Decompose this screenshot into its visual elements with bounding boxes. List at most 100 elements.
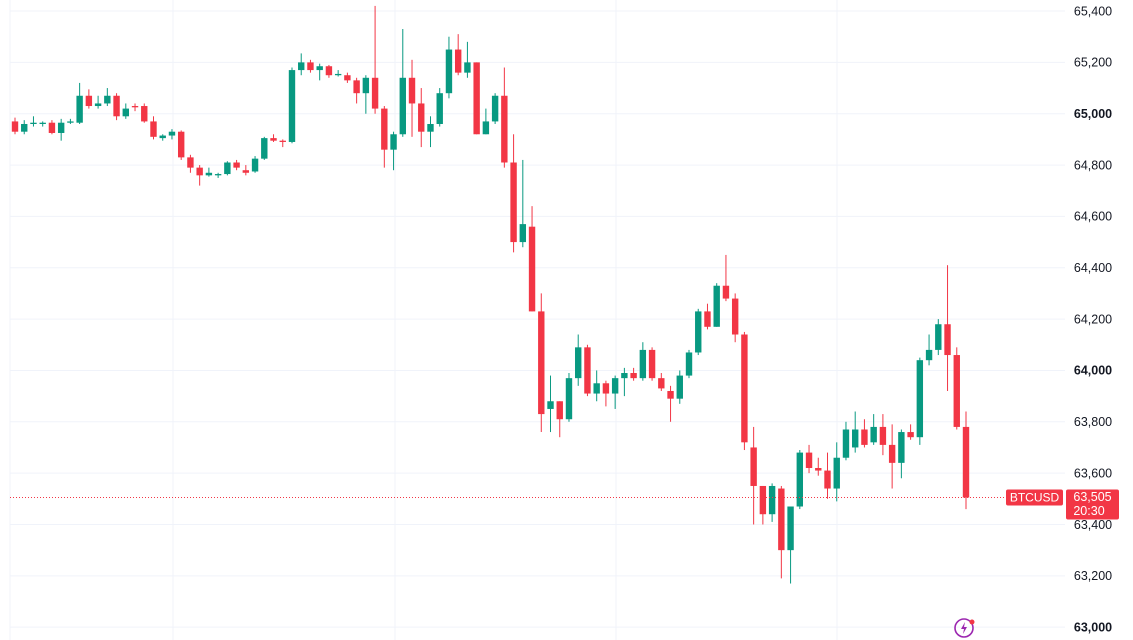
candle-body [48,122,56,133]
y-tick-label: 63,800 [1074,415,1112,429]
candle-body [233,162,240,168]
candle-body [510,162,517,243]
candle-body [768,485,776,515]
candle-body [658,378,665,389]
candle-body [621,373,628,379]
icon-ring [954,618,974,638]
candles [10,5,1005,584]
candle-body [695,311,702,353]
candle-body [436,93,443,124]
candle-body [898,432,905,463]
last-price-label: 63,505 [1073,490,1111,504]
y-tick-label: 64,400 [1074,261,1112,275]
candle-body [824,470,831,489]
candle-body [491,95,499,122]
candle-body [953,355,960,427]
countdown-label: 20:30 [1073,504,1104,518]
candle-body [279,140,286,142]
candle-body [390,134,397,150]
candle-body [842,429,850,458]
candle-body [298,62,305,71]
candle-body [94,103,102,107]
candle-body [177,131,185,158]
candle-body [307,62,314,71]
candle-body [316,66,323,71]
y-tick-label: 63,400 [1074,518,1112,532]
candle-body [685,352,693,376]
candle-body [104,95,111,104]
candle-body [611,378,619,394]
candle-body [667,390,674,399]
candle-body [759,485,767,515]
y-tick-label: 63,200 [1074,569,1112,583]
labels: 63,000 63,200 63,400 63,600 63,800 64,000 64,2… [1006,4,1119,634]
candle-body [925,349,933,361]
icon-dot [969,619,975,625]
candle-body [648,349,656,379]
candle-body [565,378,573,420]
candle-body [538,311,545,415]
assistant-icon[interactable] [954,618,975,638]
candle-body [353,80,360,94]
y-tick-label: 64,600 [1074,210,1112,224]
candle-body [593,383,600,394]
y-tick-label: 65,200 [1074,56,1112,70]
candle-body [778,488,785,551]
candle-body [852,429,859,448]
candle-body [575,347,582,379]
candle-body [676,375,683,399]
candle-body [381,108,388,150]
candle-body [344,75,351,81]
y-tick-label: 64,000 [1074,364,1112,378]
candle-body [796,452,804,507]
candle-body [935,324,942,350]
y-tick-label: 63,000 [1074,620,1112,634]
candle-body [224,162,231,175]
y-tick-label: 64,800 [1074,158,1112,172]
candle-body [528,226,536,312]
candle-body [962,426,970,498]
candle-body [30,122,37,124]
candle-body [418,103,425,132]
candle-body [741,334,748,443]
candle-body [362,77,370,94]
candle-body [150,121,157,137]
y-tick-label: 65,000 [1074,107,1112,121]
icon-bolt [961,622,967,634]
candle-body [205,172,213,176]
candle-body [214,174,222,176]
candle-body [805,452,813,468]
candle-body [888,444,896,463]
candle-body [159,135,166,139]
candle-body [242,170,250,173]
symbol-label: BTCUSD [1010,491,1060,505]
candle-body [11,121,19,132]
candle-body [196,167,203,176]
y-tick-label: 63,600 [1074,466,1112,480]
candle-body [371,77,379,109]
candle-body [861,429,868,445]
price-badge [1066,489,1119,520]
candle-body [833,457,840,489]
candle-body [408,77,416,104]
grid [10,10,1065,628]
candle-body [464,62,471,73]
candle-body [750,447,757,486]
candle-body [113,95,120,117]
candle-body [713,285,720,327]
candle-body [454,49,462,73]
y-tick-label: 65,400 [1074,4,1112,18]
candle-body [122,108,129,117]
candle-body [39,122,46,124]
candle-body [21,123,28,132]
candle-body [251,158,259,172]
candle-body [473,62,480,135]
candle-body [547,401,554,409]
candle-body [57,122,65,133]
candle-body [722,285,730,299]
candle-body [67,121,74,123]
candle-body [399,77,406,135]
candle-body [602,383,610,394]
candle-body [325,66,333,76]
